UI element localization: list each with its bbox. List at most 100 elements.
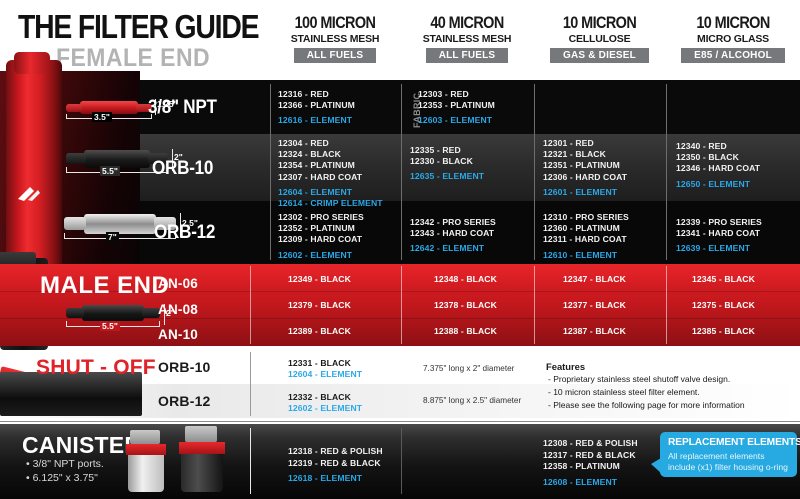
element-part-number: 12610 - ELEMENT xyxy=(543,249,618,260)
dim-line-diameter xyxy=(164,304,165,325)
cell-male-100micron: 12349 - BLACK 12379 - BLACK 12389 - BLAC… xyxy=(288,274,362,362)
part-number: 12388 - BLACK xyxy=(434,326,497,336)
element-part-number: 12650 - ELEMENT xyxy=(676,178,751,189)
page-title: THE FILTER GUIDE xyxy=(18,8,260,45)
part-number: 12324 - BLACK xyxy=(278,149,341,160)
column-fuel-badge: E85 / ALCOHOL xyxy=(681,48,785,63)
shut-off-size-orb12: ORB-12 xyxy=(158,393,211,409)
column-fuel-badge: ALL FUELS xyxy=(425,48,509,63)
element-part-number: 12601 - ELEMENT xyxy=(543,186,618,197)
callout-body: All replacement elements include (x1) fi… xyxy=(668,451,788,473)
canister-thumb-black xyxy=(175,426,233,492)
part-number: 12316 - RED xyxy=(278,89,329,99)
dim-tick-left xyxy=(66,167,67,173)
filter-end-right xyxy=(148,153,168,164)
dim-tick-left xyxy=(66,114,67,119)
replacement-elements-callout: REPLACEMENT ELEMENTS All replacement ele… xyxy=(651,432,800,477)
canister-bowl xyxy=(128,455,164,492)
filter-end-right xyxy=(136,104,152,112)
part-number: 12303 - RED xyxy=(418,89,469,99)
part-number: 12375 - BLACK xyxy=(692,300,755,310)
element-part-number: 12642 - ELEMENT xyxy=(410,243,485,254)
column-material: CELLULOSE xyxy=(568,33,631,45)
part-number: 12310 - PRO SERIES xyxy=(543,212,629,222)
column-divider xyxy=(666,266,667,344)
cell-orb12-10micron-microglass: 12339 - PRO SERIES 12341 - HARD COAT 126… xyxy=(676,217,762,255)
filter-thumb-orb10: 5.5" 2" xyxy=(62,142,192,176)
dim-diameter-label: 1.25" xyxy=(157,99,178,109)
canister-ring xyxy=(179,442,225,454)
element-part-number: 12604 - ELEMENT xyxy=(288,369,363,379)
part-number: 12379 - BLACK xyxy=(288,300,351,310)
filter-end-left xyxy=(66,104,82,112)
element-part-number: 12603 - ELEMENT xyxy=(418,115,493,126)
column-micron: 40 MICRON xyxy=(430,13,504,32)
dim-line-diameter xyxy=(155,99,156,115)
part-number: 12345 - BLACK xyxy=(692,274,755,284)
column-material: MICRO GLASS xyxy=(697,33,769,45)
feature-item: - Proprietary stainless steel shutoff va… xyxy=(548,374,731,384)
dim-line-diameter xyxy=(172,149,173,171)
feature-item: - 10 micron stainless steel filter eleme… xyxy=(548,387,700,397)
column-divider xyxy=(250,428,251,494)
aeromotive-logo-icon xyxy=(18,187,40,201)
shutoff-dimension-orb10: 7.375" long x 2" diameter xyxy=(423,364,515,373)
cell-orb10-100micron: 12304 - RED 12324 - BLACK 12354 - PLATIN… xyxy=(278,138,383,209)
part-number: 12319 - RED & BLACK xyxy=(288,457,381,468)
canister-bullet: • 6.125" x 3.75" xyxy=(26,472,98,484)
part-number: 12343 - HARD COAT xyxy=(410,228,495,239)
canister-cap xyxy=(130,430,160,444)
dim-tick-left xyxy=(64,233,65,239)
part-number: 12377 - BLACK xyxy=(563,300,626,310)
male-size-an10: AN-10 xyxy=(158,327,199,342)
column-divider xyxy=(250,352,251,416)
dim-length-label: 3.5" xyxy=(92,112,112,122)
dim-length-label: 5.5" xyxy=(100,166,120,176)
element-part-number: 12635 - ELEMENT xyxy=(410,171,485,182)
callout-line1: All replacement elements xyxy=(668,451,765,461)
section-title-female-end: FEMALE END xyxy=(56,44,211,72)
part-number: 12358 - PLATINUM xyxy=(543,461,620,471)
part-number: 12353 - PLATINUM xyxy=(418,100,495,111)
part-number: 12378 - BLACK xyxy=(434,300,497,310)
cell-canister-100micron: 12318 - RED & POLISH 12319 - RED & BLACK… xyxy=(288,446,383,485)
cell-male-10micron-cellulose: 12347 - BLACK 12377 - BLACK 12387 - BLAC… xyxy=(563,274,637,362)
filter-end-left xyxy=(64,217,86,230)
features-heading: Features xyxy=(546,361,586,372)
element-part-number: 12614 - CRIMP ELEMENT xyxy=(278,198,383,209)
callout-tail xyxy=(651,458,661,473)
cell-canister-10micron: 12308 - RED & POLISH 12317 - RED & BLACK… xyxy=(543,438,638,488)
column-header-3: 10 MICRON CELLULOSE GAS & DIESEL xyxy=(534,14,665,63)
part-number: 12309 - HARD COAT xyxy=(278,234,363,245)
cell-orb10-10micron-cellulose: 12301 - RED 12321 - BLACK 12351 - PLATIN… xyxy=(543,138,627,198)
dim-diameter-label: 2" xyxy=(166,308,175,318)
filter-thumb-npt: 3.5" 1.25" xyxy=(62,95,182,122)
filter-body xyxy=(82,305,144,321)
column-divider xyxy=(401,428,402,494)
shutoff-dimension-orb12: 8.875" long x 2.5" diameter xyxy=(423,396,522,405)
canister-thumb-polish xyxy=(122,430,174,492)
part-number: 12387 - BLACK xyxy=(563,326,626,336)
part-number: 12332 - BLACK xyxy=(288,392,351,402)
filter-body xyxy=(80,101,138,114)
section-title-shut-off: SHUT - OFF xyxy=(36,356,156,379)
filter-thumb-male: 5.5" 2" xyxy=(58,300,188,334)
filter-body xyxy=(84,214,156,234)
column-fuel-badge: GAS & DIESEL xyxy=(550,48,649,63)
dim-tick-right xyxy=(175,233,176,239)
part-number: 12349 - BLACK xyxy=(288,274,351,284)
dim-length-label: 7" xyxy=(106,232,119,242)
male-size-an08: AN-08 xyxy=(158,302,199,317)
part-number: 12350 - BLACK xyxy=(676,152,739,163)
part-number: 12347 - BLACK xyxy=(563,274,626,284)
part-number: 12339 - PRO SERIES xyxy=(676,217,762,227)
part-number: 12331 - BLACK xyxy=(288,358,351,368)
part-number: 12354 - PLATINUM xyxy=(278,160,355,171)
part-number: 12321 - BLACK xyxy=(543,149,606,160)
column-divider xyxy=(401,84,402,260)
element-part-number: 12604 - ELEMENT xyxy=(278,186,353,197)
column-divider xyxy=(534,266,535,344)
column-divider xyxy=(534,84,535,260)
callout-title: REPLACEMENT ELEMENTS xyxy=(668,437,800,448)
cell-orb10-10micron-microglass: 12340 - RED 12350 - BLACK 12346 - HARD C… xyxy=(676,141,760,190)
